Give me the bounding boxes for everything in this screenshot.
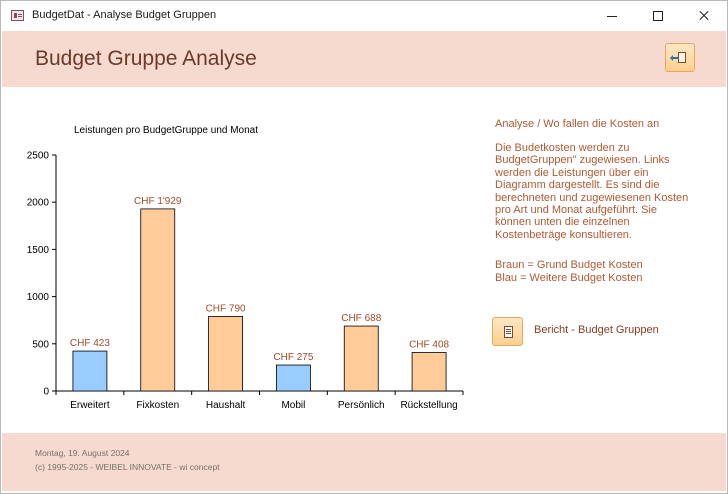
page-title: Budget Gruppe Analyse — [35, 47, 257, 70]
bar — [140, 208, 176, 392]
footer-band: Montag, 19. August 2024 (c) 1995-2025 - … — [2, 433, 726, 491]
title-bar[interactable]: BudgetDat - Analyse Budget Gruppen — [1, 1, 727, 31]
bar-value-label: CHF 1'929 — [134, 196, 182, 207]
legend-brown: Braun = Grund Budget Kosten — [495, 259, 643, 271]
y-tick-label: 2000 — [27, 198, 50, 209]
maximize-icon[interactable] — [635, 1, 681, 31]
bar — [208, 316, 243, 392]
database-form-icon[interactable] — [11, 10, 24, 21]
legend-blue: Blau = Weitere Budget Kosten — [495, 272, 643, 284]
report-document-icon — [504, 326, 513, 338]
y-tick-label: 1000 — [27, 292, 50, 303]
x-tick-label: Mobil — [281, 400, 305, 411]
bar — [411, 352, 447, 392]
bar — [276, 364, 311, 392]
y-tick-label: 500 — [32, 339, 49, 350]
window-title: BudgetDat - Analyse Budget Gruppen — [32, 9, 217, 21]
y-tick-label: 2500 — [27, 151, 50, 162]
bar — [72, 350, 108, 392]
x-tick-label: Erweitert — [70, 400, 110, 411]
exit-button[interactable] — [665, 43, 695, 72]
bar-value-label: CHF 423 — [70, 338, 110, 349]
bar-value-label: CHF 275 — [273, 352, 313, 363]
report-label[interactable]: Bericht - Budget Gruppen — [534, 324, 659, 336]
x-tick-label: Haushalt — [206, 400, 246, 411]
footer-copyright: (c) 1995-2025 - WEIBEL INNOVATE - wi con… — [35, 462, 220, 472]
footer-date: Montag, 19. August 2024 — [35, 448, 130, 458]
budget-chart: Leistungen pro BudgetGruppe und Monat 0 50… — [15, 119, 475, 419]
bar-value-label: CHF 408 — [409, 339, 449, 350]
bar — [343, 325, 379, 392]
x-tick-label: Persönlich — [338, 400, 385, 411]
y-tick-label: 1500 — [27, 245, 50, 256]
report-button[interactable] — [492, 317, 523, 346]
exit-door-icon — [678, 52, 686, 63]
y-tick-label: 0 — [43, 387, 49, 398]
x-tick-label: Rückstellung — [400, 400, 457, 411]
exit-arrow-icon — [670, 55, 679, 61]
bar-value-label: CHF 688 — [341, 313, 381, 324]
x-tick-label: Fixkosten — [136, 400, 179, 411]
info-heading: Analyse / Wo fallen die Kosten an — [495, 118, 660, 130]
bar-value-label: CHF 790 — [206, 303, 246, 314]
minimize-icon[interactable] — [589, 1, 635, 31]
header-band: Budget Gruppe Analyse — [2, 31, 726, 87]
close-icon[interactable] — [681, 1, 727, 31]
chart-title: Leistungen pro BudgetGruppe und Monat — [74, 125, 258, 136]
info-text: Die Budetkosten werden zu BudgetGruppen"… — [495, 142, 689, 241]
